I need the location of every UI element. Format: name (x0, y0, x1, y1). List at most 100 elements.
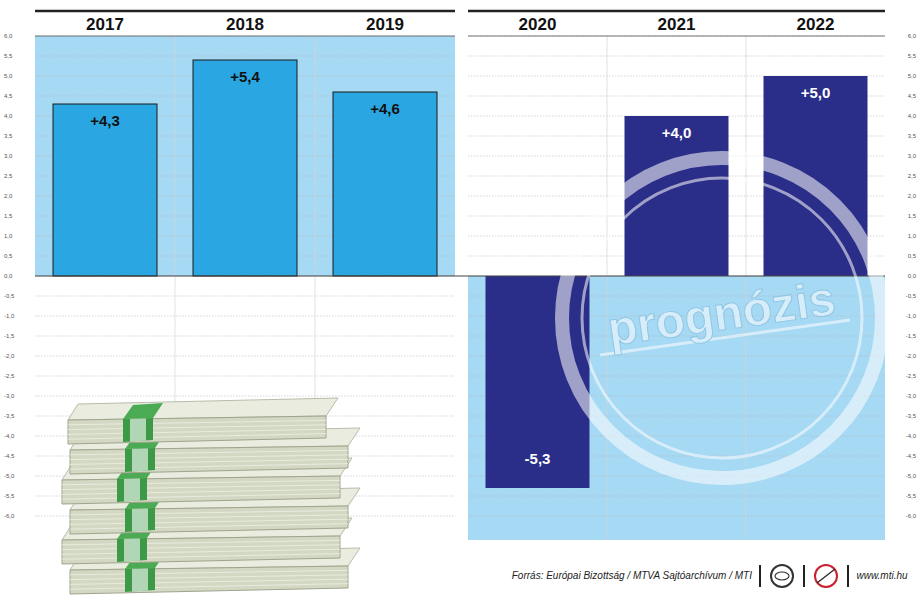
bill-band-stripe (124, 478, 140, 501)
stamp-ring (562, 158, 882, 478)
url: www.mti.hu (856, 570, 908, 581)
bill-side (70, 566, 348, 594)
data-label: +4,6 (370, 100, 400, 117)
bill-edge (70, 524, 348, 530)
grid-line (35, 296, 455, 297)
header-line (468, 10, 885, 13)
bill-edge (70, 464, 348, 470)
tick-label: 0,0 (908, 273, 917, 279)
bill-edge (62, 494, 340, 500)
header-line (35, 10, 455, 13)
bill-side (70, 446, 348, 474)
tick-label: 1,0 (4, 233, 13, 239)
tick-label: 0,0 (4, 273, 13, 279)
tick-label: -2,0 (906, 353, 917, 359)
bill-edge (62, 545, 340, 550)
tick-label: 2,5 (4, 173, 13, 179)
separator (847, 565, 849, 587)
bill-edge (70, 519, 348, 524)
tick-label: -1,5 (4, 333, 15, 339)
tick-label: 2,5 (908, 173, 917, 179)
bar (333, 92, 437, 276)
bill-band-stripe (132, 508, 148, 531)
bill-band (125, 568, 155, 592)
category-label: 2020 (519, 15, 557, 34)
bar (625, 116, 729, 276)
bill-edge (68, 420, 326, 424)
tick-label: 2,0 (908, 193, 917, 199)
tick-label: -5,5 (4, 493, 15, 499)
separator (803, 565, 805, 587)
tick-label: 5,0 (908, 73, 917, 79)
data-label: +4,3 (90, 112, 120, 129)
tick-label: -0,5 (4, 293, 15, 299)
bill-band-stripe (130, 418, 146, 441)
bill-edge (68, 425, 326, 430)
grid-line (468, 56, 885, 57)
chart: -6,0-6,0-5,5-5,5-5,0-5,0-4,5-4,5-4,0-4,0… (0, 0, 921, 602)
zero-line (35, 275, 885, 276)
tick-label: 2,0 (4, 193, 13, 199)
grid-line (468, 36, 885, 37)
category-label: 2019 (366, 15, 404, 34)
grid-line (468, 496, 885, 497)
logo (775, 572, 789, 580)
data-label: +5,4 (230, 68, 260, 85)
bill-edge (70, 459, 348, 464)
grid-line (35, 356, 455, 357)
bill-edge (62, 540, 340, 544)
bill-band (125, 448, 155, 472)
tick-label: 4,5 (908, 93, 917, 99)
bill-edge (70, 515, 348, 520)
tick-label: -5,5 (906, 493, 917, 499)
logo (817, 569, 835, 583)
header-line (35, 36, 455, 37)
bill-edge (68, 434, 326, 440)
data-label: +5,0 (801, 84, 831, 101)
tick-label: -4,5 (906, 453, 917, 459)
grid-line (35, 376, 455, 377)
tick-label: -3,5 (906, 413, 917, 419)
stamp-text: prognózis (604, 271, 838, 355)
tick-label: 3,0 (908, 153, 917, 159)
bill-edge (62, 480, 340, 484)
tick-label: -3,5 (4, 413, 15, 419)
grid-line (468, 516, 885, 517)
separator (759, 565, 761, 587)
bill-edge (70, 584, 348, 590)
bill-band-stripe (132, 568, 148, 591)
bill-side (62, 536, 340, 564)
data-label: +4,0 (662, 124, 692, 141)
tick-label: -4,5 (4, 453, 15, 459)
bill-band (125, 508, 155, 532)
tick-label: -4,0 (4, 433, 15, 439)
tick-label: 3,0 (4, 153, 13, 159)
logo (815, 565, 837, 587)
column-separator (607, 36, 608, 540)
category-label: 2022 (797, 15, 835, 34)
source: Forrás: Európai Bizottság / MTVA Sajtóar… (512, 570, 752, 581)
tick-label: -6,0 (906, 513, 917, 519)
header-line (468, 36, 885, 37)
bill-edge (70, 579, 348, 584)
tick-label: 1,0 (908, 233, 917, 239)
tick-label: 5,5 (4, 53, 13, 59)
grid-line (35, 56, 455, 57)
bill-edge (62, 489, 340, 494)
grid (35, 36, 885, 516)
tick-label: 1,5 (908, 213, 917, 219)
tick-label: 1,5 (4, 213, 13, 219)
tick-label: -2,0 (4, 353, 15, 359)
bill-edge (70, 575, 348, 580)
tick-label: -5,0 (906, 473, 917, 479)
bill-band (123, 418, 153, 442)
tick-label: 4,0 (908, 113, 917, 119)
bill-side (70, 506, 348, 534)
tick-label: 5,5 (908, 53, 917, 59)
tick-label: -5,0 (4, 473, 15, 479)
tick-label: 0,5 (4, 253, 13, 259)
bill-band-stripe (124, 538, 140, 561)
tick-label: 3,5 (4, 133, 13, 139)
bill-edge (62, 549, 340, 554)
tick-label: -0,5 (906, 293, 917, 299)
